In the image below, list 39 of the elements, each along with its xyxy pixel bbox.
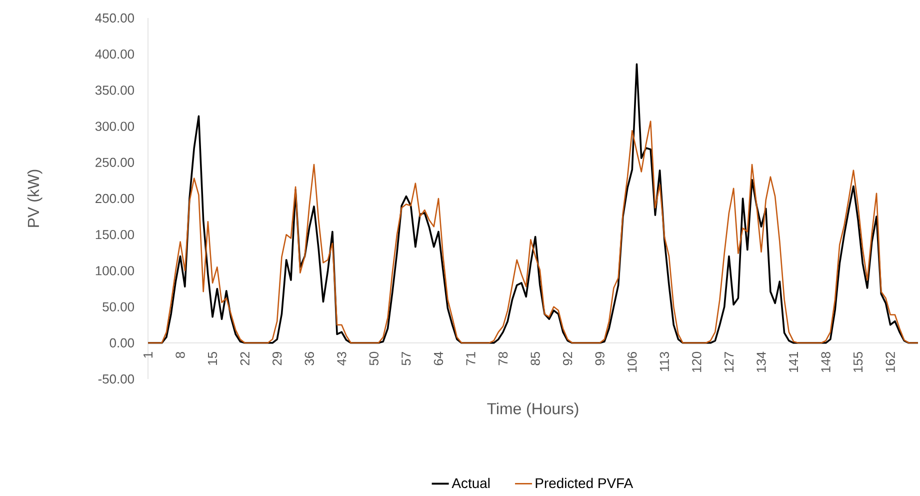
y-tick-label: 100.00 [96,266,134,276]
x-tick-label: 15 [208,352,218,365]
x-tick-label: 8 [176,352,185,358]
x-tick-label: 29 [272,352,282,366]
x-tick-label: 1 [144,352,152,358]
x-tick-label: 71 [466,352,476,366]
x-tick-label: 99 [595,352,604,366]
legend-label: Predicted PVFA [536,478,634,488]
x-tick-label: 162 [886,352,895,372]
x-tick-label: 78 [498,352,508,366]
x-tick-label: 64 [434,352,444,366]
y-tick-label: 200.00 [96,194,134,204]
x-tick-label: 57 [402,352,411,366]
y-tick-label: 250.00 [96,158,134,167]
x-tick-label: 106 [628,352,637,372]
y-tick-label: 400.00 [95,50,134,59]
x-tick-label: 134 [756,352,766,372]
x-tick-label: 92 [563,352,572,366]
y-tick-label: -50.00 [98,374,134,384]
x-tick-label: 85 [530,352,540,366]
x-tick-label: 148 [821,352,830,372]
y-tick-label: 300.00 [95,122,134,131]
y-axis-title: PV (kW) [27,170,42,227]
y-tick-label: 0.00 [110,338,134,348]
legend-label: Actual [452,478,490,488]
x-tick-label: 36 [304,352,314,366]
x-tick-label: 141 [789,352,798,372]
x-tick-label: 127 [724,352,734,372]
x-tick-label: 120 [692,352,702,372]
y-tick-label: 350.00 [95,86,134,95]
x-tick-label: 22 [240,352,250,366]
y-tick-label: 450.00 [95,13,134,23]
y-tick-label: 150.00 [96,230,134,240]
y-tick-label: 50.00 [102,302,134,312]
x-tick-label: 50 [369,352,379,366]
x-tick-label: 43 [337,352,346,366]
x-tick-label: 155 [854,352,863,372]
x-axis-title: Time (Hours) [487,402,578,418]
x-tick-label: 113 [660,352,669,372]
